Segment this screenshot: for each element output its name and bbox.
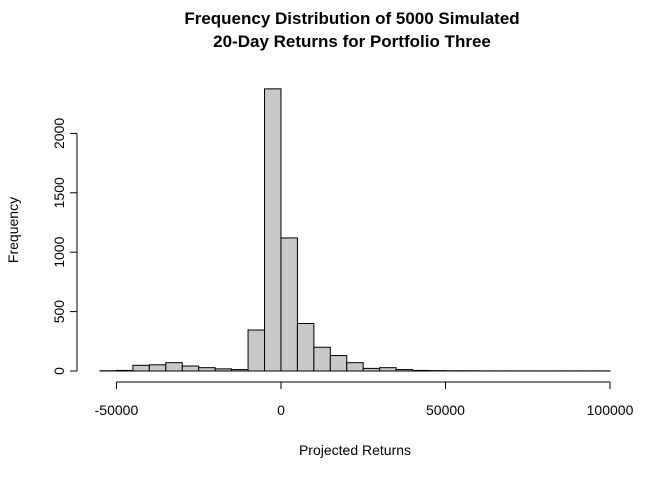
chart-title-line2: 20-Day Returns for Portfolio Three [213,32,491,51]
x-axis-label: Projected Returns [299,442,411,458]
histogram-bar [395,369,414,372]
y-tick-label: 1000 [51,236,67,267]
histogram-bar [148,364,167,372]
histogram-bar [165,362,183,372]
histogram-bar [198,367,216,372]
x-tick-label: 100000 [587,402,634,418]
x-axis: -50000 0 50000 100000 [95,381,634,418]
histogram-bar [181,365,200,372]
y-tick-label: 2000 [51,118,67,149]
histogram-bar [247,329,266,372]
histogram-bar [214,368,233,372]
y-axis-label: Frequency [5,197,21,263]
y-tick-label: 500 [51,300,67,324]
histogram-bar [362,367,381,372]
histogram-bar [313,346,331,372]
histogram-bar [115,369,134,372]
histogram-bars [99,88,611,372]
chart-title-line1: Frequency Distribution of 5000 Simulated [184,9,519,28]
histogram-bar [264,88,282,372]
histogram-bar [412,369,430,372]
x-tick-label: -50000 [95,402,139,418]
histogram-bar [346,362,364,372]
histogram-bar [296,322,315,372]
histogram-bar [231,369,249,372]
y-axis: 0 500 1000 1500 2000 [51,118,78,375]
histogram-bar [329,355,348,372]
histogram-bar [132,364,150,372]
histogram-bar [379,367,397,372]
y-tick-label: 0 [51,367,67,375]
histogram-bar [280,237,298,372]
y-tick-label: 1500 [51,177,67,208]
x-tick-label: 0 [277,402,285,418]
x-tick-label: 50000 [426,402,465,418]
